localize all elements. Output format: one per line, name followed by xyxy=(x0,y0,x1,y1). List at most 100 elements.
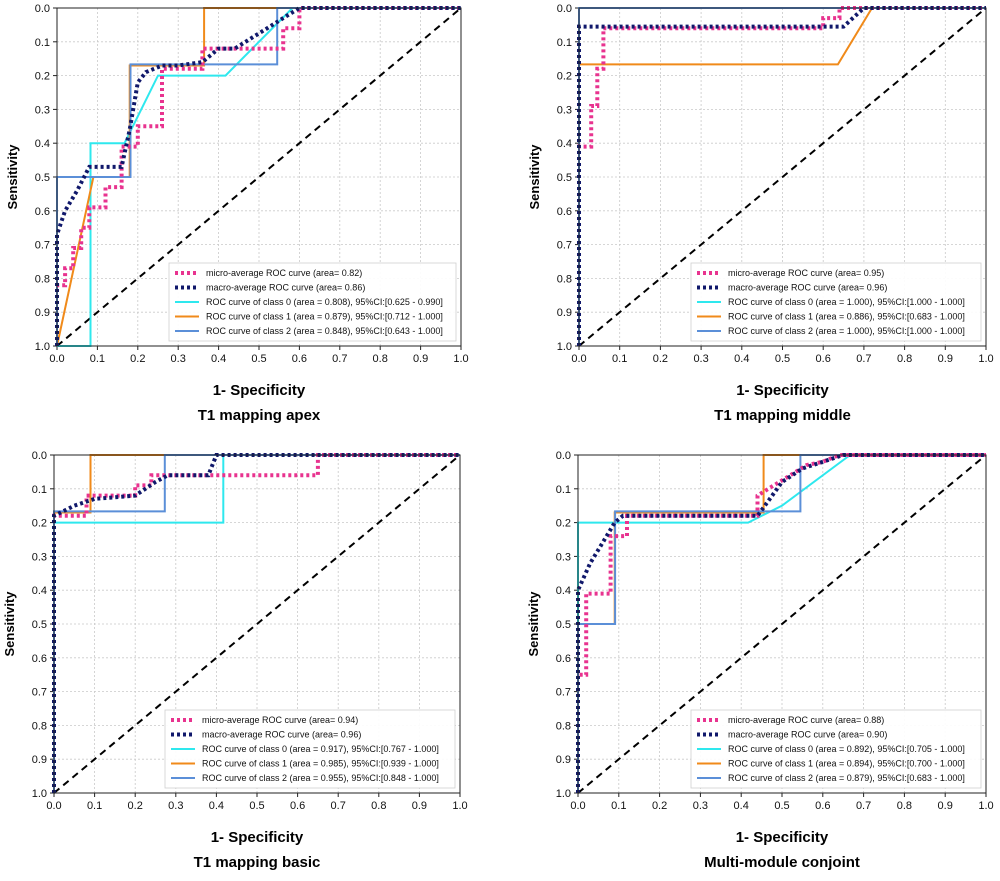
x-tick-label: 1.0 xyxy=(978,800,993,812)
y-tick-label: 0.2 xyxy=(35,71,50,83)
legend: micro-average ROC curve (area= 0.95) macr… xyxy=(690,262,982,342)
legend-box xyxy=(690,709,982,789)
y-tick-label: 0.4 xyxy=(32,585,47,597)
y-tick-label: 0.9 xyxy=(556,754,571,766)
x-tick-label: 0.3 xyxy=(168,800,183,812)
y-tick-label: 0.8 xyxy=(32,720,47,732)
series-line-macro xyxy=(52,453,460,793)
legend: micro-average ROC curve (area= 0.88) macr… xyxy=(690,709,982,789)
legend-label: ROC curve of class 0 (area = 0.917), 95%… xyxy=(202,744,439,754)
chance-diagonal xyxy=(56,7,462,347)
x-tick-label: 0.7 xyxy=(332,353,347,365)
y-tick-label: 0.7 xyxy=(32,687,47,699)
chart-title: T1 mapping basic xyxy=(194,854,321,871)
y-tick-label: 0.4 xyxy=(35,138,50,150)
x-tick-label: 1.0 xyxy=(978,353,993,365)
legend-label: micro-average ROC curve (area= 0.94) xyxy=(202,715,358,725)
x-tick-label: 0.1 xyxy=(87,800,102,812)
x-tick-label: 0.7 xyxy=(856,353,871,365)
y-tick-label: 0.5 xyxy=(556,619,571,631)
y-tick-label: 0.0 xyxy=(556,450,571,462)
series-line-micro xyxy=(577,6,986,346)
y-tick-label: 0.6 xyxy=(32,653,47,665)
legend: micro-average ROC curve (area= 0.82) macr… xyxy=(168,262,457,342)
x-tick-label: 1.0 xyxy=(452,800,467,812)
y-axis-title: Sensitivity xyxy=(526,591,541,657)
x-tick-label: 0.5 xyxy=(251,353,266,365)
roc-panel-1: 0.01.00.10.90.20.80.30.70.40.60.50.50.60… xyxy=(5,3,469,424)
y-tick-label: 0.3 xyxy=(557,104,572,116)
x-tick-label: 0.9 xyxy=(412,800,427,812)
y-tick-label: 0.8 xyxy=(557,273,572,285)
x-tick-label: 0.7 xyxy=(856,800,871,812)
x-tick-label: 0.5 xyxy=(249,800,264,812)
y-tick-label: 0.4 xyxy=(556,585,571,597)
x-axis-title: 1- Specificity xyxy=(213,382,306,399)
y-tick-label: 0.5 xyxy=(32,619,47,631)
y-tick-label: 0.1 xyxy=(32,484,47,496)
legend-label: ROC curve of class 2 (area = 1.000), 95%… xyxy=(728,326,965,336)
legend-label: macro-average ROC curve (area= 0.86) xyxy=(206,283,365,293)
series-line-micro xyxy=(52,453,460,793)
x-tick-label: 0.4 xyxy=(209,800,224,812)
y-tick-label: 1.0 xyxy=(35,341,50,353)
y-tick-label: 0.6 xyxy=(35,206,50,218)
y-tick-label: 0.3 xyxy=(556,551,571,563)
x-tick-label: 0.2 xyxy=(128,800,143,812)
x-tick-label: 0.6 xyxy=(816,353,831,365)
x-tick-label: 0.8 xyxy=(897,800,912,812)
x-tick-label: 0.9 xyxy=(938,353,953,365)
roc-panel-2: 0.01.00.10.90.20.80.30.70.40.60.50.50.60… xyxy=(527,3,994,424)
y-tick-label: 0.1 xyxy=(556,484,571,496)
legend-label: macro-average ROC curve (area= 0.90) xyxy=(728,730,887,740)
legend-label: macro-average ROC curve (area= 0.96) xyxy=(728,283,887,293)
series-line-macro xyxy=(55,6,461,346)
x-tick-label: 0.1 xyxy=(611,800,626,812)
x-tick-label: 0.0 xyxy=(49,353,64,365)
x-tick-label: 0.9 xyxy=(938,800,953,812)
x-tick-label: 0.5 xyxy=(775,353,790,365)
legend-label: ROC curve of class 1 (area = 0.894), 95%… xyxy=(728,759,965,769)
roc-panel-4: 0.01.00.10.90.20.80.30.70.40.60.50.50.60… xyxy=(526,450,994,871)
y-tick-label: 0.0 xyxy=(32,450,47,462)
plot-frame xyxy=(53,454,461,794)
x-tick-label: 0.0 xyxy=(570,800,585,812)
x-tick-label: 0.1 xyxy=(90,353,105,365)
y-tick-label: 0.5 xyxy=(35,172,50,184)
x-tick-label: 0.3 xyxy=(693,353,708,365)
y-axis-title: Sensitivity xyxy=(2,591,17,657)
y-tick-label: 0.2 xyxy=(32,518,47,530)
x-axis-title: 1- Specificity xyxy=(736,382,829,399)
y-tick-label: 0.7 xyxy=(556,687,571,699)
legend-label: ROC curve of class 1 (area = 0.886), 95%… xyxy=(728,312,965,322)
x-tick-label: 0.0 xyxy=(46,800,61,812)
y-tick-label: 0.2 xyxy=(557,71,572,83)
chance-diagonal xyxy=(577,454,987,794)
x-tick-label: 0.8 xyxy=(371,800,386,812)
legend-label: micro-average ROC curve (area= 0.82) xyxy=(206,268,362,278)
series-line-macro xyxy=(576,453,986,793)
x-tick-label: 0.2 xyxy=(652,800,667,812)
x-tick-label: 0.4 xyxy=(734,353,749,365)
y-tick-label: 0.7 xyxy=(557,240,572,252)
series-line-micro xyxy=(55,6,461,346)
y-tick-label: 0.9 xyxy=(557,307,572,319)
legend-label: macro-average ROC curve (area= 0.96) xyxy=(202,730,361,740)
y-tick-label: 0.7 xyxy=(35,240,50,252)
legend-label: micro-average ROC curve (area= 0.95) xyxy=(728,268,884,278)
legend-label: ROC curve of class 2 (area = 0.879), 95%… xyxy=(728,773,965,783)
y-axis-title: Sensitivity xyxy=(527,144,542,210)
y-tick-label: 0.6 xyxy=(556,653,571,665)
legend-label: ROC curve of class 0 (area = 0.808), 95%… xyxy=(206,297,443,307)
legend-label: ROC curve of class 0 (area = 0.892), 95%… xyxy=(728,744,965,754)
x-tick-label: 0.6 xyxy=(290,800,305,812)
plot-frame xyxy=(56,7,462,347)
y-tick-label: 0.0 xyxy=(35,3,50,15)
y-tick-label: 0.4 xyxy=(557,138,572,150)
x-tick-label: 0.3 xyxy=(693,800,708,812)
y-tick-label: 0.5 xyxy=(557,172,572,184)
legend-label: ROC curve of class 1 (area = 0.985), 95%… xyxy=(202,759,439,769)
x-tick-label: 0.6 xyxy=(292,353,307,365)
y-tick-label: 0.8 xyxy=(556,720,571,732)
